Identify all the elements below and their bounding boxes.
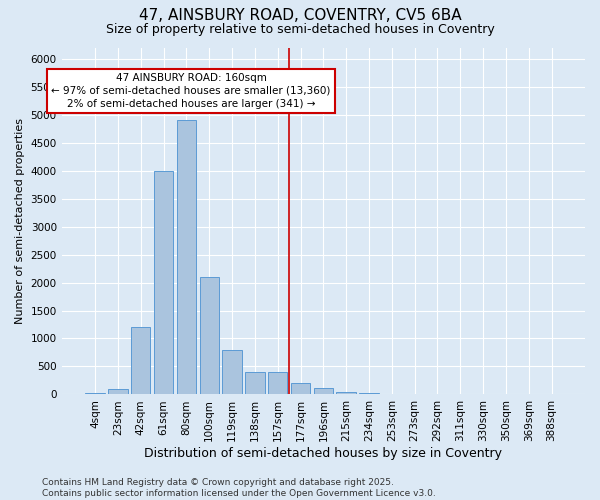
Bar	[131, 328, 151, 394]
Bar	[177, 120, 196, 394]
Bar	[200, 277, 219, 394]
Bar	[108, 389, 128, 394]
Bar	[223, 350, 242, 395]
X-axis label: Distribution of semi-detached houses by size in Coventry: Distribution of semi-detached houses by …	[145, 447, 502, 460]
Bar	[268, 372, 287, 394]
Text: Size of property relative to semi-detached houses in Coventry: Size of property relative to semi-detach…	[106, 22, 494, 36]
Bar	[245, 372, 265, 394]
Text: 47, AINSBURY ROAD, COVENTRY, CV5 6BA: 47, AINSBURY ROAD, COVENTRY, CV5 6BA	[139, 8, 461, 22]
Bar	[154, 170, 173, 394]
Text: 47 AINSBURY ROAD: 160sqm
← 97% of semi-detached houses are smaller (13,360)
2% o: 47 AINSBURY ROAD: 160sqm ← 97% of semi-d…	[52, 72, 331, 109]
Text: Contains HM Land Registry data © Crown copyright and database right 2025.
Contai: Contains HM Land Registry data © Crown c…	[42, 478, 436, 498]
Bar	[291, 384, 310, 394]
Y-axis label: Number of semi-detached properties: Number of semi-detached properties	[15, 118, 25, 324]
Bar	[314, 388, 333, 394]
Bar	[85, 393, 105, 394]
Bar	[359, 393, 379, 394]
Bar	[337, 392, 356, 394]
